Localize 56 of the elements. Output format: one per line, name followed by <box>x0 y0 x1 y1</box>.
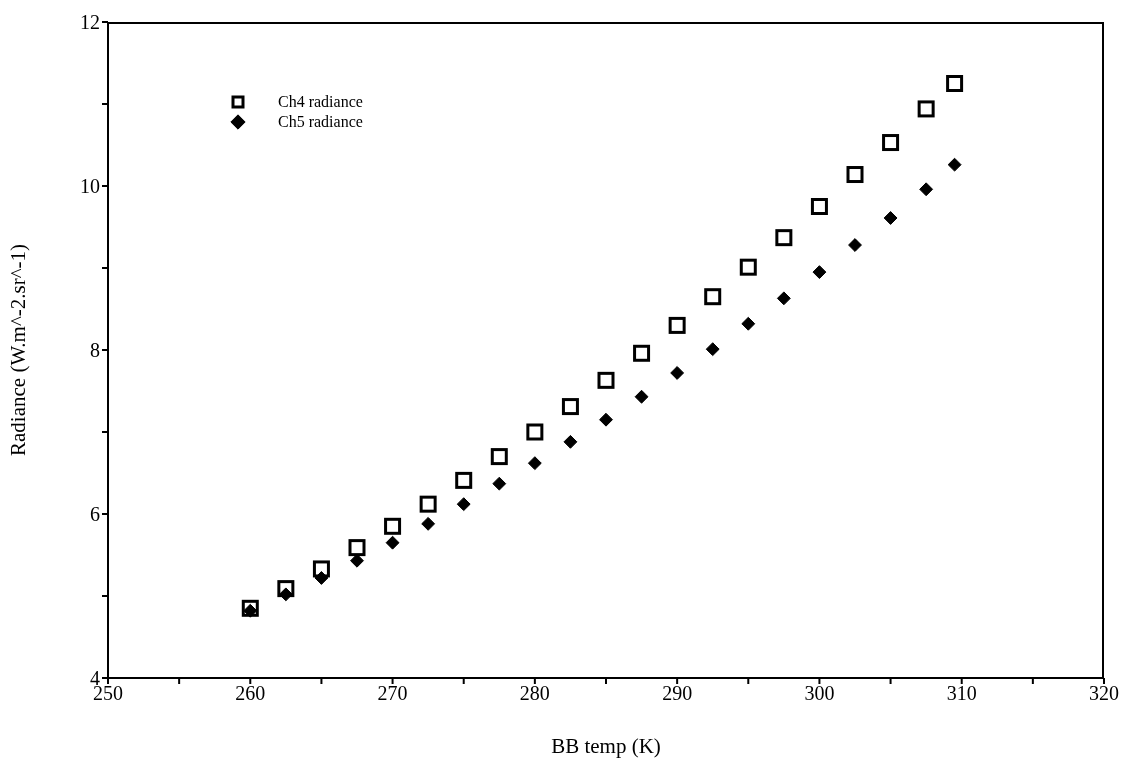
point <box>946 75 964 92</box>
point <box>314 571 329 585</box>
y-tick-label: 12 <box>80 11 100 34</box>
x-tick-label: 280 <box>519 682 550 705</box>
point <box>455 471 473 489</box>
point <box>490 448 508 466</box>
point <box>776 291 791 306</box>
x-tick-label: 260 <box>235 682 266 705</box>
point <box>634 389 649 404</box>
point <box>882 134 900 152</box>
point <box>812 265 827 280</box>
point <box>599 412 613 427</box>
y-tick-label: 10 <box>80 175 100 198</box>
point <box>775 229 793 247</box>
point <box>633 344 651 362</box>
point <box>704 288 722 306</box>
point <box>597 371 615 389</box>
point <box>846 166 864 184</box>
point <box>492 476 507 491</box>
point <box>278 587 293 602</box>
x-tick-label: 290 <box>662 682 693 705</box>
y-tick-label: 6 <box>90 503 100 526</box>
point <box>739 258 757 276</box>
point <box>456 497 471 512</box>
y-tick-label: 8 <box>90 339 100 362</box>
point <box>919 182 934 197</box>
point <box>670 366 685 380</box>
point <box>312 560 330 578</box>
x-tick-label: 270 <box>377 682 408 705</box>
x-tick-label: 300 <box>804 682 835 705</box>
point <box>668 316 686 334</box>
point <box>421 516 436 531</box>
point <box>810 198 828 215</box>
point <box>848 238 862 252</box>
legend-label: Ch4 radiance <box>278 93 363 111</box>
point <box>883 211 898 225</box>
point <box>917 100 935 118</box>
point <box>348 539 366 557</box>
point <box>561 398 579 416</box>
point <box>527 456 542 471</box>
point <box>385 535 400 550</box>
x-tick-label: 310 <box>946 682 977 705</box>
point <box>705 342 720 357</box>
point <box>741 316 756 331</box>
point <box>947 157 962 172</box>
x-axis-title: BB temp (K) <box>551 734 661 758</box>
point <box>384 517 402 535</box>
point <box>563 434 578 449</box>
point <box>277 580 295 598</box>
legend-label: Ch5 radiance <box>278 113 363 131</box>
point <box>526 423 544 441</box>
y-axis-title: Radiance (W.m^-2.sr^-1) <box>6 244 31 456</box>
point <box>419 495 437 513</box>
x-tick-label: 320 <box>1089 682 1119 705</box>
point <box>243 603 258 618</box>
point <box>241 599 259 617</box>
